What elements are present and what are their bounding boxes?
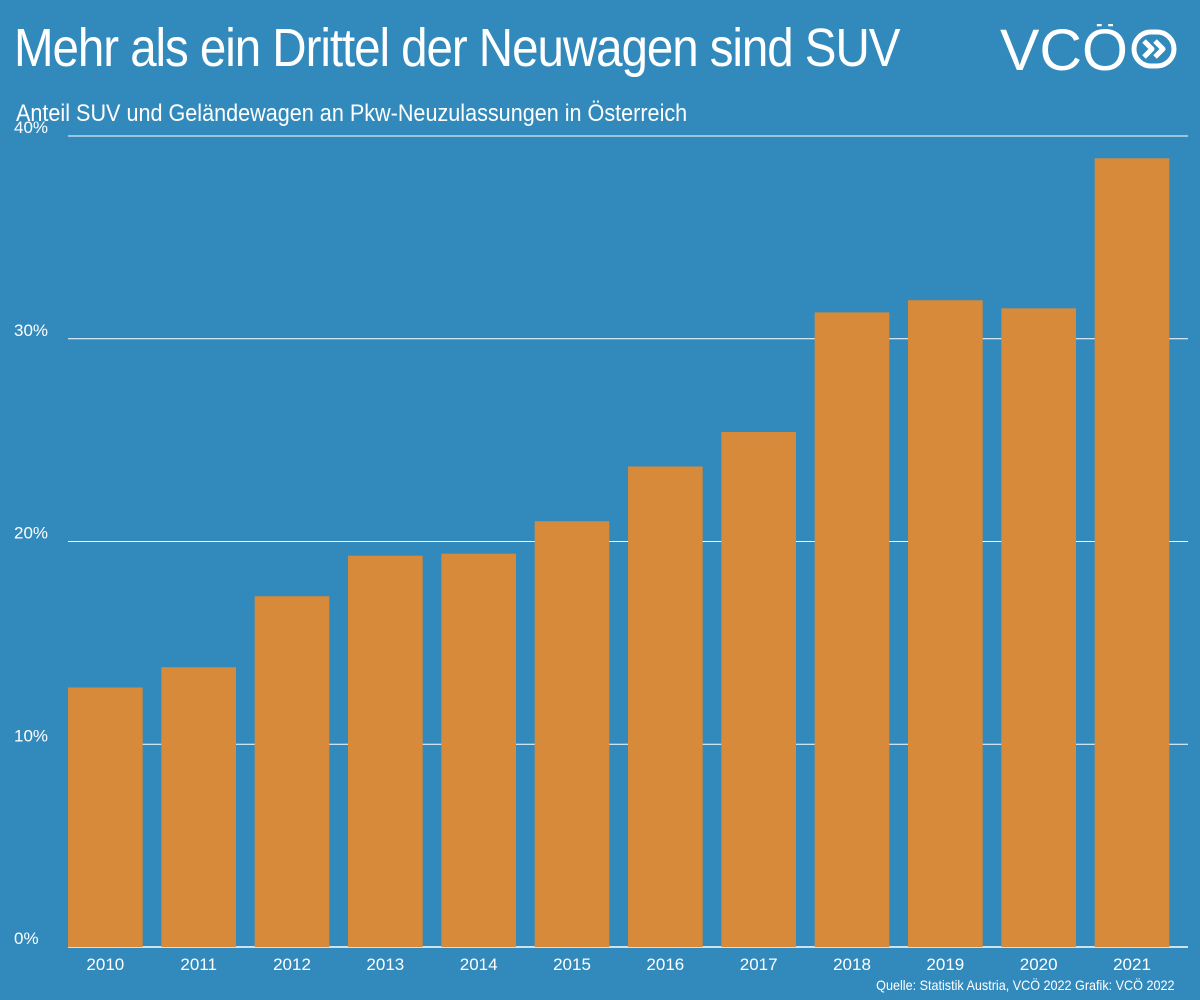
x-tick-label: 2016 [646, 955, 684, 974]
bar-2013 [348, 555, 423, 947]
bar-2016 [628, 466, 703, 947]
x-tick-label: 2017 [740, 955, 778, 974]
x-tick-label: 2011 [180, 955, 217, 974]
bars [68, 158, 1170, 948]
x-tick-label: 2020 [1020, 955, 1058, 974]
logo-text: VCÖ [1000, 24, 1128, 74]
chart-title: Mehr als ein Drittel der Neuwagen sind S… [14, 18, 900, 78]
vco-logo: VCÖ [1000, 24, 1177, 74]
x-tick-label: 2021 [1113, 955, 1151, 974]
bar-2011 [161, 667, 236, 947]
x-tick-label: 2015 [553, 955, 591, 974]
bar-2018 [814, 312, 890, 948]
y-axis-ticks: 0% 10% 20% 30% 40% [14, 118, 48, 948]
y-tick-label: 0% [14, 929, 39, 948]
x-tick-label: 2018 [833, 955, 871, 974]
x-tick-label: 2013 [366, 955, 404, 974]
bar-2014 [441, 553, 516, 947]
y-tick-label: 40% [14, 118, 48, 137]
y-tick-label: 20% [14, 524, 48, 543]
y-tick-label: 30% [14, 321, 48, 340]
bar-2020 [1001, 308, 1076, 947]
x-tick-label: 2012 [273, 955, 311, 974]
x-tick-label: 2014 [460, 955, 498, 974]
bar-2015 [534, 521, 610, 947]
forward-arrows-icon [1131, 29, 1177, 69]
bar-2010 [68, 687, 143, 947]
x-tick-label: 2010 [86, 955, 124, 974]
y-tick-label: 10% [14, 726, 48, 745]
x-tick-label: 2019 [926, 955, 964, 974]
x-axis-ticks: 2010 2011 2012 2013 2014 2015 2016 2017 2018 2019… [86, 955, 1150, 974]
chart-subtitle: Anteil SUV und Geländewagen an Pkw-Neuzu… [16, 100, 688, 127]
source-note: Quelle: Statistik Austria, VCÖ 2022 Graf… [875, 977, 1174, 993]
bar-2021 [1094, 158, 1170, 948]
bar-2012 [254, 596, 330, 947]
bar-2019 [908, 300, 983, 947]
bar-2017 [721, 432, 796, 947]
